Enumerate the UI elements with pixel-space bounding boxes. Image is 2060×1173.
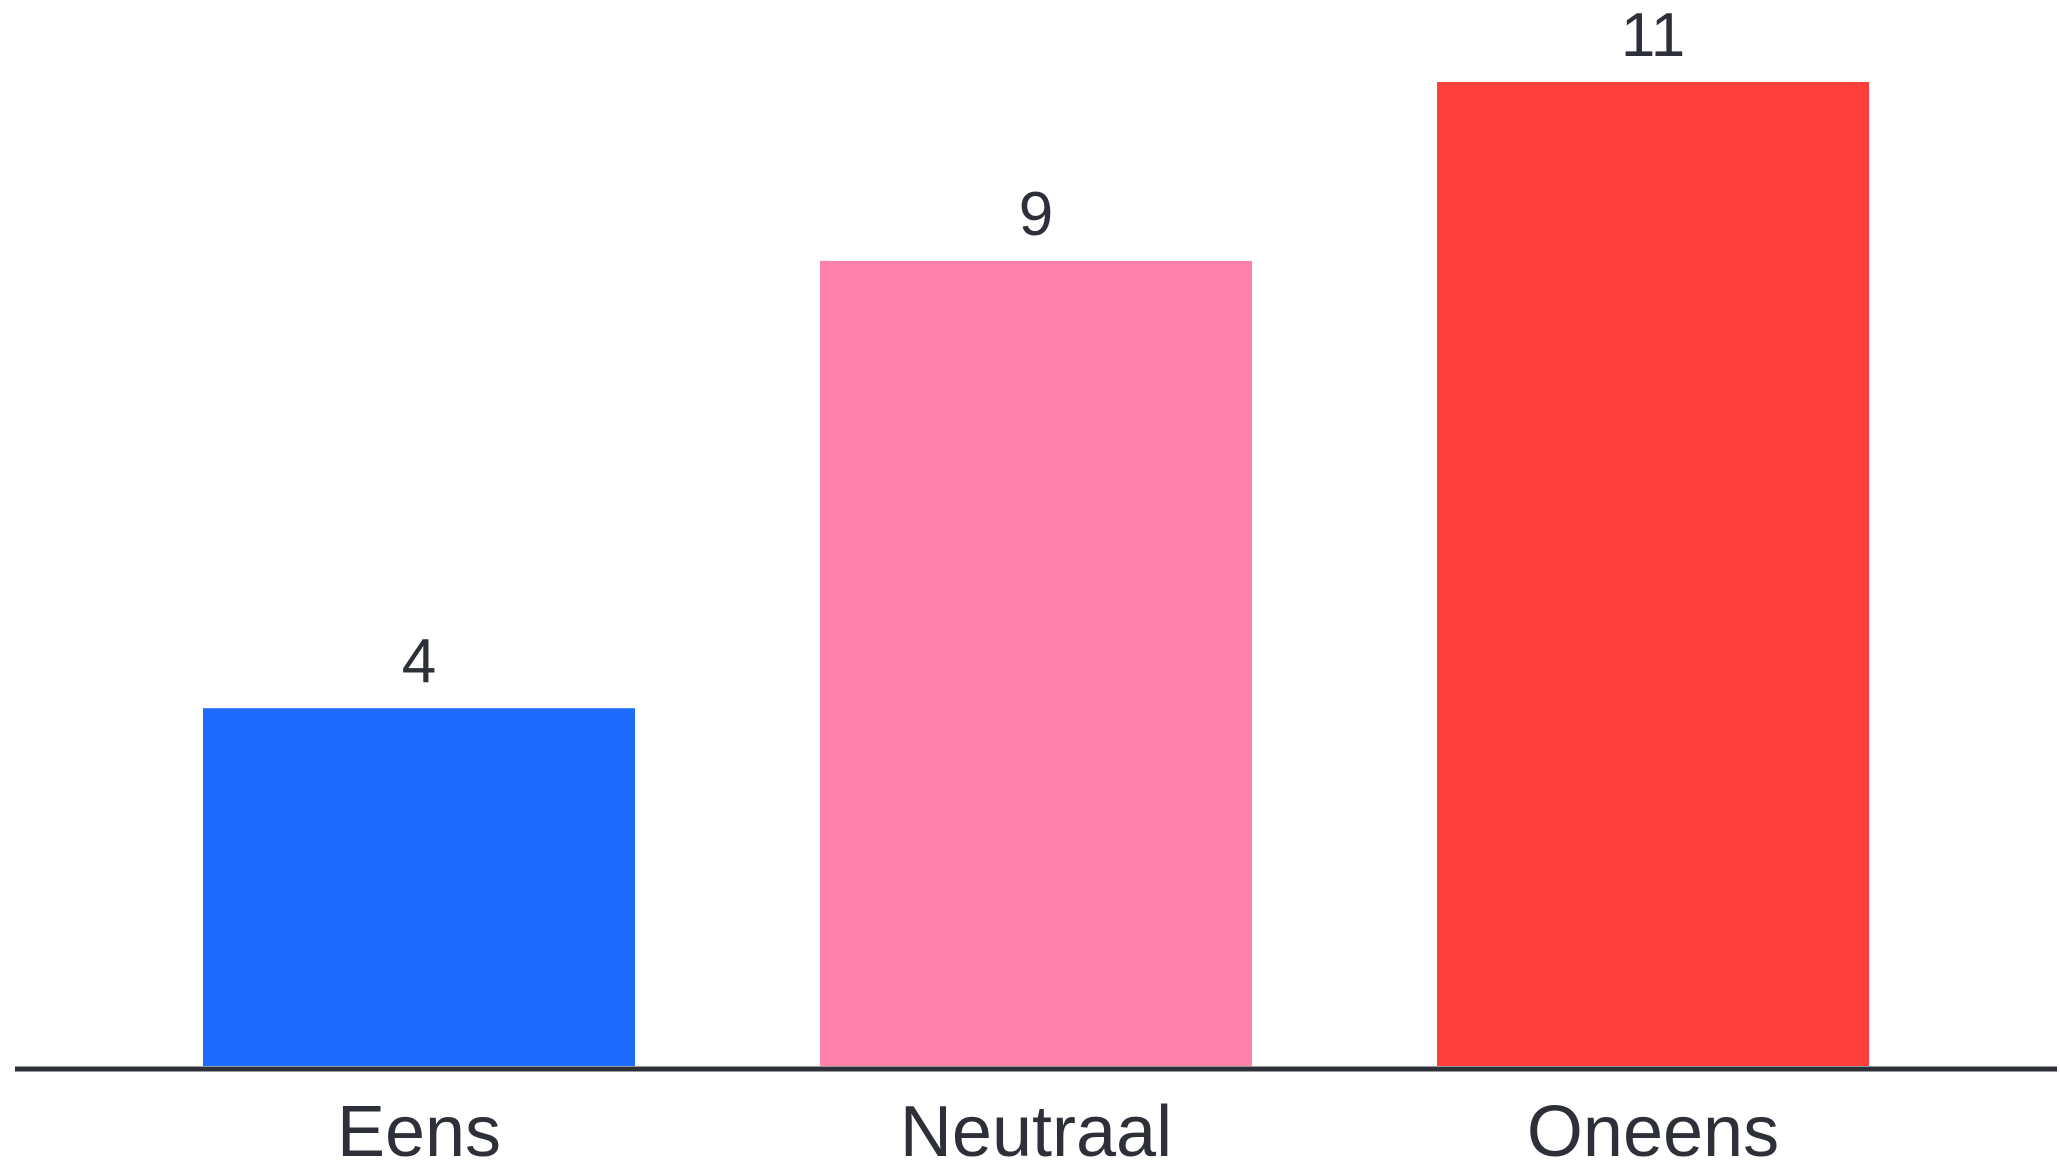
category-labels-group: Eens Neutraal Oneens xyxy=(337,1092,1779,1172)
data-label-neutraal: 9 xyxy=(1019,180,1053,249)
bars-group xyxy=(203,82,1869,1067)
bar-eens xyxy=(203,708,635,1066)
bar-neutraal xyxy=(820,260,1252,1067)
category-label-oneens: Oneens xyxy=(1527,1092,1779,1172)
value-labels-group: 4 9 11 xyxy=(402,1,1685,696)
category-label-eens: Eens xyxy=(337,1092,501,1172)
bar-oneens xyxy=(1437,82,1869,1066)
category-label-neutraal: Neutraal xyxy=(900,1092,1172,1172)
data-label-oneens: 11 xyxy=(1621,1,1685,70)
data-label-eens: 4 xyxy=(402,627,436,696)
